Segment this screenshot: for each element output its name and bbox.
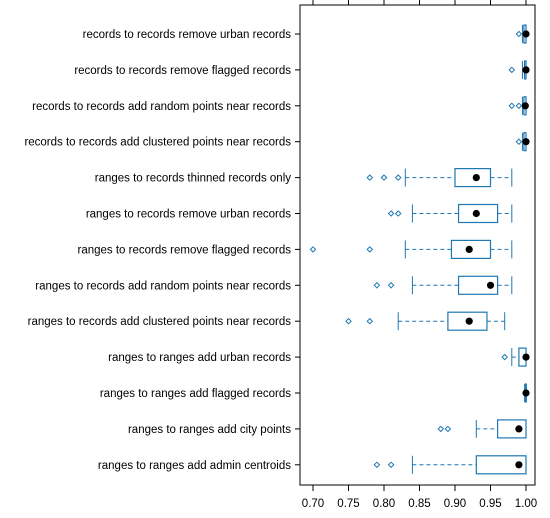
median-point [515,425,523,433]
outlier-point [508,102,516,110]
box-series [309,24,530,475]
category-label: records to records add random points nea… [32,101,291,113]
x-tick-label: 0.85 [408,498,430,510]
iqr-box [497,419,527,439]
category-label: ranges to ranges add admin centroids [98,460,291,472]
outlier-point [508,66,516,74]
outlier-point [387,281,395,289]
outlier-point [309,246,317,253]
outlier-point [437,425,445,433]
outlier-point [345,317,352,325]
box-row [508,60,530,80]
median-point [522,66,530,74]
category-label: ranges to ranges add flagged records [100,388,291,400]
box-row [366,168,513,188]
x-tick-label: 0.80 [373,498,395,510]
category-label: records to records remove flagged record… [74,65,291,77]
median-point [522,138,530,146]
outlier-point [394,210,402,217]
box-row [515,132,530,152]
category-labels: records to records remove urban records r… [24,29,300,472]
box-row [515,24,530,44]
x-tick-label: 0.75 [337,498,359,510]
median-point [472,174,480,182]
x-tick-label: 0.70 [302,498,324,510]
median-point [515,461,523,469]
box-row [437,419,527,439]
category-label: records to records add clustered points … [24,137,291,149]
top-axis-ticks [312,0,527,5]
outlier-point [387,461,395,469]
box-row [387,203,513,224]
median-point [465,245,473,253]
outlier-point [515,102,523,110]
median-point [486,281,495,289]
category-label: ranges to records remove urban records [86,209,291,221]
outlier-point [387,210,395,217]
x-tick-label: 1.00 [515,498,537,510]
outlier-point [373,281,381,289]
iqr-box [475,455,527,475]
outlier-point [380,174,388,181]
outlier-point [394,174,402,181]
box-row [309,239,513,259]
median-point [522,389,530,397]
category-label: ranges to records remove flagged records [78,244,292,256]
outlier-point [444,425,452,433]
category-label: ranges to records thinned records only [95,173,291,185]
category-label: records to records remove urban records [83,29,292,41]
median-point [522,353,530,361]
median-point [465,317,473,325]
median-point [521,102,529,110]
category-label: ranges to ranges add urban records [108,352,291,364]
x-tick-label: 0.95 [479,498,501,510]
outlier-point [373,461,381,469]
iqr-box [457,203,499,224]
box-row [373,275,513,295]
x-tick-label: 0.90 [444,498,466,510]
outlier-point [366,174,374,181]
median-point [522,30,530,38]
plot-area-frame [299,4,536,486]
iqr-box [457,275,499,295]
median-point [472,209,480,218]
outlier-point [501,353,509,361]
iqr-box [450,239,492,259]
iqr-box [447,311,488,331]
box-row [508,96,529,116]
box-row [522,383,530,403]
outlier-point [366,246,374,253]
box-row [373,455,527,475]
category-label: ranges to records add random points near… [35,280,291,292]
outlier-point [515,30,523,38]
box-row [345,311,506,331]
category-label: ranges to ranges add city points [128,424,291,436]
iqr-box [454,168,492,188]
box-row [501,347,530,367]
outlier-point [366,317,374,325]
category-label: ranges to records add clustered points n… [28,316,292,328]
bottom-axis: 0.70 0.75 0.80 0.85 0.90 0.95 1.00 [302,485,537,510]
outlier-point [515,138,523,146]
